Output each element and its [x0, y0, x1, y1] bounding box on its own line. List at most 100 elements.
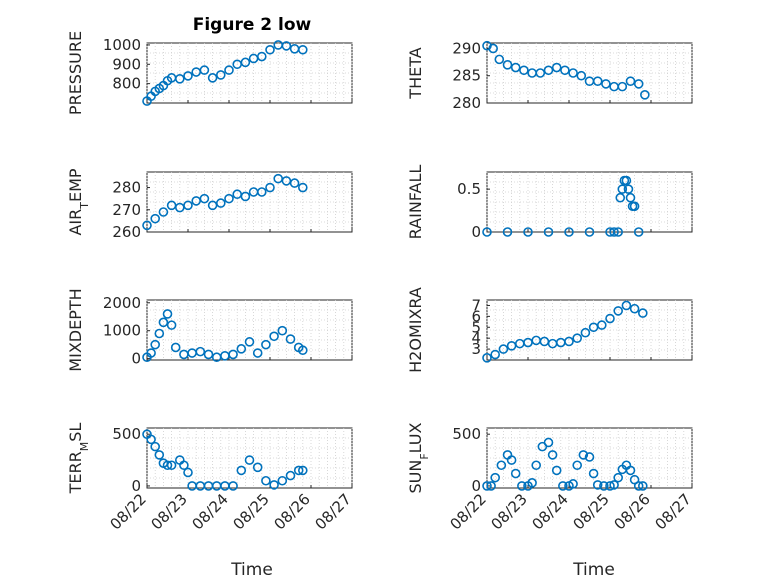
data-point	[551, 62, 562, 73]
y-axis-label-subscript: M	[78, 442, 91, 452]
data-point	[564, 336, 574, 347]
y-axis-label-main: PRESSURE	[66, 31, 85, 115]
data-point	[162, 309, 173, 319]
data-point	[297, 345, 308, 356]
data-point	[613, 472, 624, 483]
data-point	[580, 327, 591, 338]
x-tick-label: 08/24	[529, 490, 572, 533]
data-point	[289, 178, 300, 188]
y-axis-label-main: TERR	[66, 451, 85, 494]
data-point	[617, 81, 628, 92]
data-point	[558, 481, 568, 491]
data-point	[146, 348, 156, 358]
data-point	[482, 227, 492, 237]
data-point	[261, 339, 271, 350]
data-point	[543, 227, 554, 237]
data-point	[203, 349, 214, 360]
data-point	[551, 465, 562, 476]
data-point	[637, 481, 648, 491]
y-axis-label: THETA	[406, 47, 425, 99]
data-point	[236, 344, 247, 354]
data-point	[543, 65, 554, 76]
data-point	[207, 73, 218, 83]
data-point	[498, 344, 509, 354]
data-point	[240, 191, 251, 202]
data-point	[490, 472, 501, 483]
data-point	[629, 303, 640, 314]
data-point	[510, 62, 521, 73]
data-point	[640, 90, 650, 100]
y-axis-label-subscript: F	[418, 453, 431, 459]
y-axis-label: RAINFALL	[406, 165, 425, 240]
data-point	[224, 65, 234, 75]
data-point	[162, 460, 173, 471]
data-point	[629, 201, 640, 212]
x-tick-label: 08/25	[230, 490, 273, 533]
data-point	[195, 346, 206, 357]
x-tick-label: 08/23	[148, 490, 191, 533]
data-point	[523, 227, 533, 237]
data-point	[252, 462, 263, 473]
data-point	[142, 220, 152, 231]
data-point	[285, 470, 296, 481]
data-point	[517, 481, 527, 491]
data-point	[281, 41, 292, 51]
data-point	[572, 333, 583, 343]
data-point	[265, 182, 275, 193]
data-point	[154, 450, 165, 460]
data-point	[621, 175, 632, 186]
data-point	[596, 320, 607, 330]
data-point	[228, 349, 238, 360]
data-point	[179, 460, 189, 471]
data-point	[199, 65, 210, 75]
data-point	[535, 68, 546, 78]
x-tick-label: 08/24	[189, 490, 232, 533]
y-tick-label: 1000	[103, 36, 141, 54]
y-axis-label-tail: EMP	[66, 168, 85, 202]
y-axis-label: SUNFLUX	[406, 422, 431, 493]
y-tick-label: 280	[112, 179, 141, 197]
data-point	[613, 227, 624, 237]
y-tick-label: 4	[471, 329, 481, 347]
x-tick-label: 08/23	[488, 490, 531, 533]
data-point	[150, 441, 160, 452]
y-tick-label: 0	[471, 477, 481, 495]
y-axis-label-main: H2OMIXRA	[406, 287, 425, 373]
data-point	[146, 434, 156, 445]
data-point	[605, 313, 615, 324]
data-point	[617, 184, 628, 194]
data-point	[236, 465, 247, 476]
subplot-air: 260 270 280 AIRTEMP	[66, 168, 353, 241]
y-tick-label: 900	[112, 55, 141, 73]
data-point	[599, 481, 609, 491]
data-point	[496, 460, 507, 471]
data-point	[199, 193, 210, 204]
y-tick-label: 1000	[103, 322, 141, 340]
data-point	[183, 71, 193, 81]
data-point	[605, 481, 615, 491]
data-point	[625, 465, 636, 476]
data-point	[519, 65, 529, 76]
data-point	[510, 468, 521, 479]
data-point	[256, 187, 267, 197]
y-tick-label: 3	[471, 340, 481, 358]
data-point	[277, 475, 288, 486]
data-point	[244, 337, 255, 347]
y-axis-label-tail: LUX	[406, 422, 425, 453]
data-point	[269, 331, 279, 342]
data-point	[252, 348, 263, 358]
data-point	[592, 480, 603, 490]
data-point	[625, 192, 636, 203]
data-point	[261, 475, 271, 486]
data-point	[609, 480, 619, 490]
data-point	[623, 184, 634, 194]
y-tick-label: 285	[452, 67, 481, 85]
data-point	[256, 51, 267, 62]
y-axis-label: PRESSURE	[66, 31, 85, 115]
y-tick-label: 500	[452, 425, 481, 443]
x-tick-label: 08/26	[611, 490, 654, 533]
y-tick-label: 2000	[103, 294, 141, 312]
